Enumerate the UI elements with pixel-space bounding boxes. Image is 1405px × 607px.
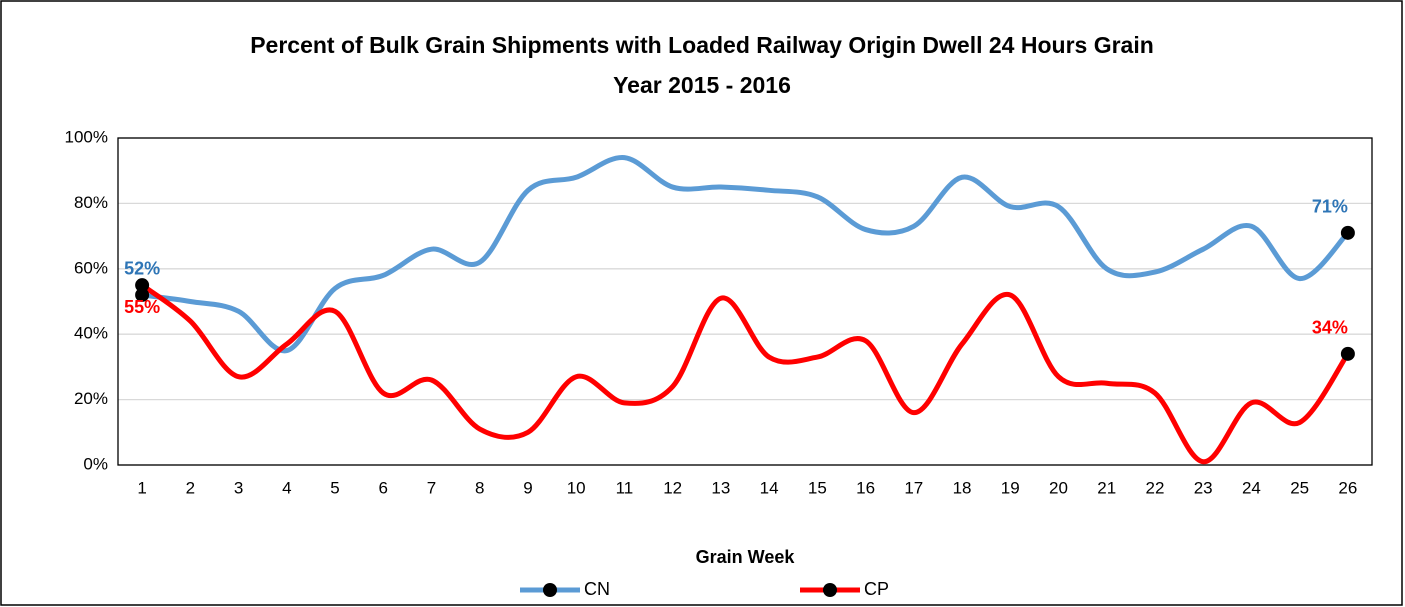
series-line [139, 282, 1351, 465]
x-tick-label: 24 [1242, 478, 1261, 497]
x-tick-label: 26 [1338, 478, 1357, 497]
data-label: 55% [124, 297, 160, 317]
x-tick-label: 13 [711, 478, 730, 497]
plot-border [117, 137, 1373, 466]
data-marker [135, 278, 150, 293]
data-label: 71% [1312, 197, 1348, 217]
data-label: 34% [1312, 318, 1348, 338]
x-tick-label: 23 [1194, 478, 1213, 497]
x-tick-label: 1 [137, 478, 146, 497]
x-tick-label: 2 [186, 478, 195, 497]
x-tick-label: 16 [856, 478, 875, 497]
x-tick-label: 17 [904, 478, 923, 497]
y-tick-label: 100% [65, 127, 108, 146]
x-tick-label: 11 [616, 478, 634, 497]
chart-title: Percent of Bulk Grain Shipments with Loa… [250, 32, 1154, 58]
y-tick-label: 20% [74, 389, 108, 408]
x-tick-label: 10 [567, 478, 586, 497]
x-tick-label: 7 [427, 478, 436, 497]
x-tick-label: 25 [1290, 478, 1309, 497]
x-tick-label: 19 [1001, 478, 1020, 497]
x-tick-label: 9 [523, 478, 532, 497]
legend-marker [543, 583, 557, 597]
series-line [139, 155, 1351, 354]
data-marker [135, 287, 150, 302]
x-tick-label: 3 [234, 478, 243, 497]
x-tick-label: 18 [953, 478, 972, 497]
data-marker [1340, 346, 1355, 361]
x-tick-label: 8 [475, 478, 484, 497]
y-tick-label: 0% [83, 454, 108, 473]
x-tick-label: 15 [808, 478, 827, 497]
legend-marker [823, 583, 837, 597]
x-tick-label: 6 [379, 478, 388, 497]
data-label: 52% [124, 259, 160, 279]
x-tick-label: 12 [663, 478, 682, 497]
x-tick-label: 14 [760, 478, 779, 497]
legend-label: CN [584, 579, 610, 599]
y-tick-label: 60% [74, 258, 108, 277]
legend-label: CP [864, 579, 889, 599]
x-tick-label: 4 [282, 478, 291, 497]
chart-subtitle: Year 2015 - 2016 [613, 72, 791, 98]
y-tick-label: 80% [74, 193, 108, 212]
x-tick-label: 20 [1049, 478, 1068, 497]
x-tick-label: 5 [330, 478, 339, 497]
x-tick-label: 22 [1146, 478, 1165, 497]
x-tick-label: 21 [1097, 478, 1116, 497]
y-tick-label: 40% [74, 324, 108, 343]
x-axis-title: Grain Week [696, 547, 796, 567]
data-marker [1340, 225, 1355, 240]
